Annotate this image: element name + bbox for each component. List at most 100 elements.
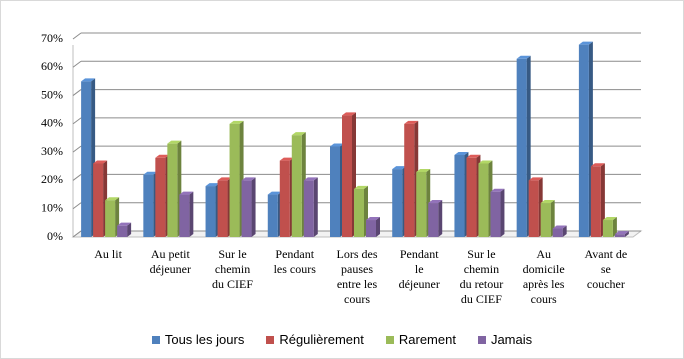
legend-item: Régulièrement bbox=[266, 332, 364, 347]
bar bbox=[478, 163, 489, 237]
bar-top bbox=[205, 183, 220, 187]
y-tick-label: 0% bbox=[47, 229, 63, 243]
bar bbox=[330, 146, 340, 237]
bar bbox=[578, 44, 589, 238]
bar bbox=[602, 220, 613, 237]
bar bbox=[416, 171, 427, 237]
bar bbox=[552, 228, 563, 237]
bar bbox=[179, 194, 190, 237]
x-tick-label: Sur le chemin du CIEF bbox=[212, 247, 254, 291]
legend-label: Régulièrement bbox=[279, 332, 364, 347]
bar-top bbox=[330, 143, 344, 147]
bar-top bbox=[342, 112, 356, 116]
bar-top bbox=[155, 154, 170, 158]
y-tick-label: 10% bbox=[41, 200, 63, 214]
legend-swatch bbox=[385, 335, 394, 344]
bar bbox=[590, 166, 601, 237]
legend-label: Tous les jours bbox=[164, 332, 245, 347]
x-tick-label: Au domicile après les cours bbox=[522, 247, 565, 306]
bar bbox=[516, 58, 527, 237]
bar bbox=[490, 191, 501, 237]
x-tick-label: Au lit bbox=[94, 247, 122, 261]
bar bbox=[217, 180, 228, 237]
bar-top bbox=[117, 222, 132, 226]
y-tick-label: 20% bbox=[41, 172, 63, 186]
bar bbox=[155, 157, 166, 237]
bar bbox=[117, 225, 128, 237]
grid-side bbox=[72, 117, 82, 125]
bar bbox=[205, 186, 216, 237]
bar-top bbox=[454, 151, 469, 155]
bar-top bbox=[366, 217, 380, 221]
legend-item: Jamais bbox=[477, 332, 533, 347]
grid-side bbox=[72, 89, 82, 96]
bar bbox=[81, 81, 92, 237]
bar-top bbox=[303, 177, 318, 181]
bar bbox=[404, 123, 415, 237]
legend-swatch bbox=[477, 335, 486, 344]
bar bbox=[528, 180, 539, 237]
bar bbox=[366, 220, 376, 237]
bar-top bbox=[229, 120, 244, 124]
bar bbox=[466, 157, 477, 237]
bar-side bbox=[251, 177, 256, 237]
bar-top bbox=[578, 41, 593, 45]
bar bbox=[241, 180, 252, 237]
x-tick-label: Pendant le déjeuner bbox=[398, 247, 440, 291]
bar-top bbox=[143, 171, 158, 175]
bar-top bbox=[478, 160, 493, 164]
grid-side bbox=[72, 230, 82, 238]
bar-side bbox=[612, 217, 617, 237]
bar-top bbox=[279, 157, 294, 161]
x-tick-label: Au petit déjeuner bbox=[149, 247, 191, 276]
bar bbox=[229, 123, 240, 237]
y-tick-label: 70% bbox=[41, 31, 63, 45]
bar-top bbox=[404, 120, 419, 124]
bar bbox=[428, 203, 439, 237]
bar bbox=[267, 194, 278, 237]
bar-top bbox=[167, 140, 182, 144]
y-tick-label: 60% bbox=[41, 59, 63, 73]
bar-top bbox=[105, 197, 120, 201]
bar-top bbox=[602, 217, 617, 221]
bar-side bbox=[562, 225, 567, 237]
bar-side bbox=[376, 217, 380, 237]
bar bbox=[342, 115, 352, 237]
bar bbox=[303, 180, 314, 237]
bar-top bbox=[93, 160, 108, 164]
bar-side bbox=[500, 188, 505, 237]
bar-side bbox=[313, 177, 318, 237]
bar bbox=[614, 234, 625, 237]
bar-side bbox=[600, 163, 605, 237]
grid-side bbox=[72, 32, 82, 40]
bar-top bbox=[354, 185, 368, 189]
bar bbox=[291, 135, 302, 237]
bar-top bbox=[614, 231, 629, 235]
x-tick-label: Avant de se coucher bbox=[584, 247, 628, 291]
bar-top bbox=[267, 191, 282, 195]
grid-side bbox=[72, 60, 82, 68]
bar-top bbox=[291, 132, 306, 136]
x-tick-label: Sur le chemin du retour du CIEF bbox=[459, 247, 504, 306]
bar bbox=[354, 188, 364, 237]
legend-label: Rarement bbox=[398, 332, 456, 347]
bar bbox=[93, 163, 104, 237]
bar-side bbox=[438, 200, 443, 237]
bar bbox=[105, 200, 116, 237]
bar-top bbox=[466, 154, 481, 158]
x-tick-label: Pendant les cours bbox=[273, 247, 316, 276]
legend-swatch bbox=[266, 335, 275, 344]
bar-top bbox=[217, 177, 232, 181]
legend-label: Jamais bbox=[490, 332, 533, 347]
bar-top bbox=[416, 168, 431, 172]
bar-top bbox=[81, 78, 96, 82]
legend-item: Rarement bbox=[385, 332, 456, 347]
bar bbox=[167, 143, 178, 237]
y-tick-label: 30% bbox=[41, 144, 63, 158]
y-tick-label: 50% bbox=[41, 87, 63, 101]
bar-side bbox=[624, 231, 629, 237]
x-tick-label: Lors des pauses entre les cours bbox=[336, 247, 378, 306]
bar-top bbox=[241, 177, 256, 181]
bar bbox=[540, 203, 551, 237]
